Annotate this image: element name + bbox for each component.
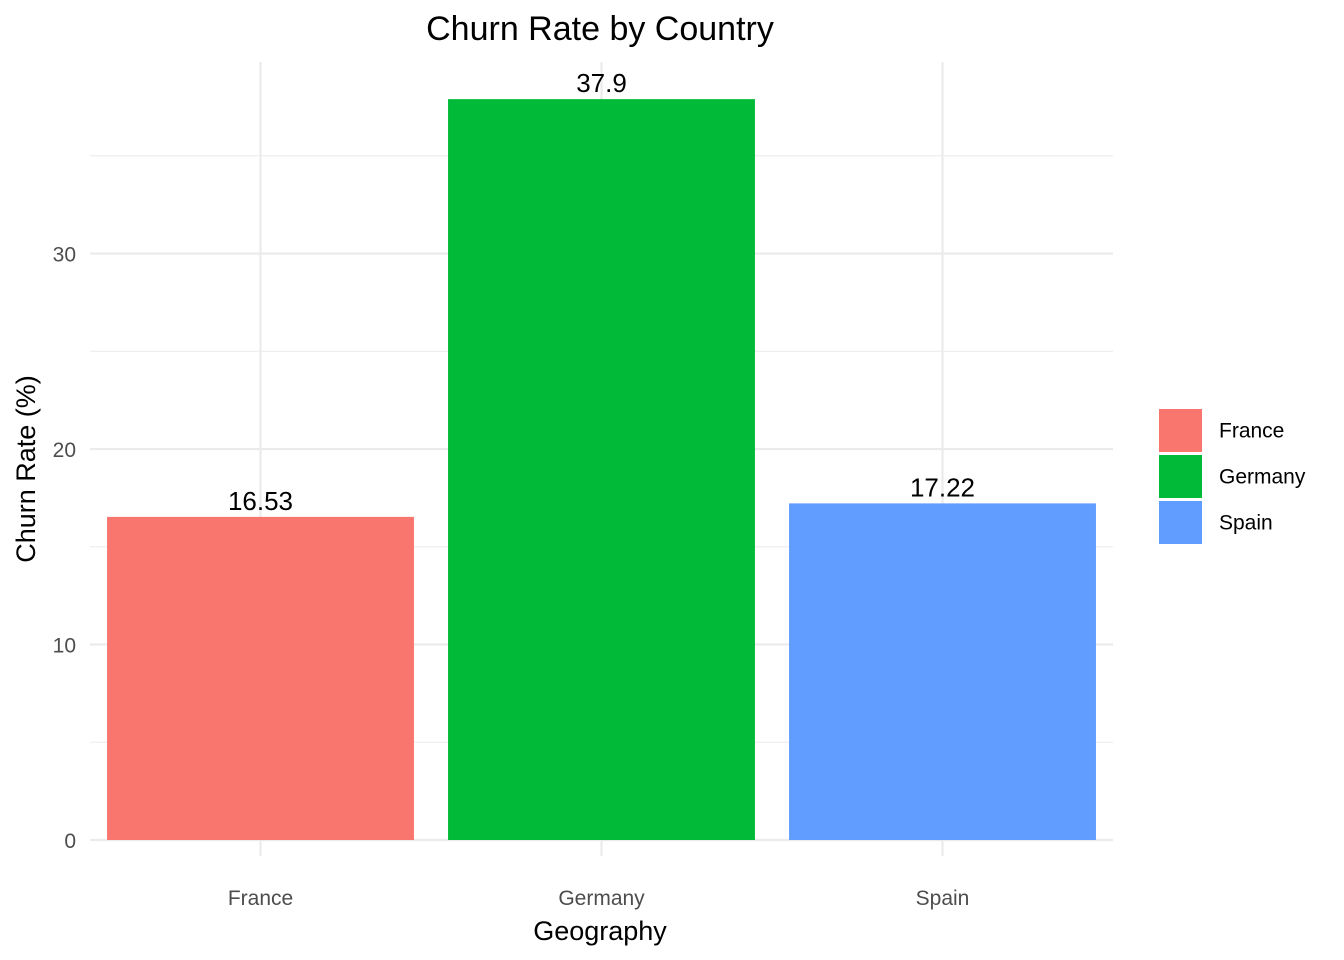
data-label-spain: 17.22 [910,472,975,502]
legend-label-germany: Germany [1219,466,1306,489]
data-label-germany: 37.9 [576,68,627,98]
y-axis-title: Churn Rate (%) [11,375,41,563]
bar-france [107,516,414,840]
data-label-france: 16.53 [228,486,293,516]
x-tick-label: Germany [558,887,645,910]
x-axis-title: Geography [533,916,667,946]
x-axis-ticks: France Germany Spain [228,887,970,910]
data-labels: 16.53 37.9 17.22 [228,68,975,516]
y-tick-label: 30 [53,244,76,267]
x-tick-label: France [228,887,293,910]
x-tick-label: Spain [916,887,970,910]
legend-key-france [1159,409,1202,452]
bar-spain [789,503,1096,840]
y-axis-ticks: 0 10 20 30 [53,244,76,853]
chart-title: Churn Rate by Country [426,10,774,48]
y-tick-label: 0 [64,830,76,853]
legend-key-spain [1159,501,1202,544]
bars [107,99,1096,841]
bar-germany [448,99,755,841]
legend-label-spain: Spain [1219,512,1273,535]
legend-key-germany [1159,455,1202,498]
legend-label-france: France [1219,420,1284,443]
y-tick-label: 20 [53,439,76,462]
legend: France Germany Spain [1159,409,1306,544]
y-tick-label: 10 [53,635,76,658]
